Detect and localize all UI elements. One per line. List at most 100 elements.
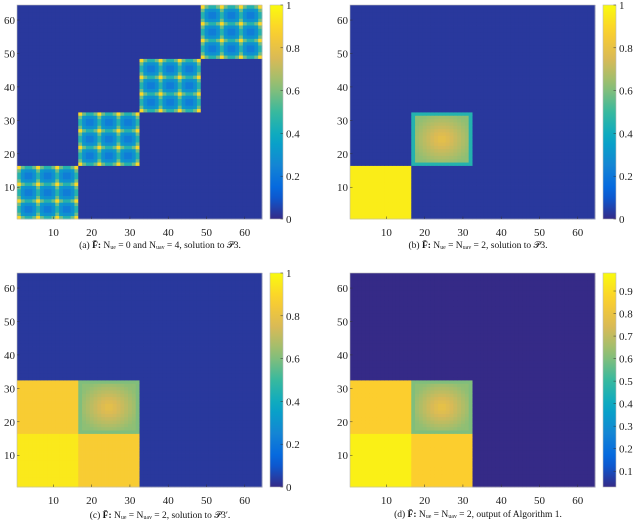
heatmap-cell xyxy=(135,21,140,26)
heatmap-cell xyxy=(499,212,504,217)
heatmap-cell xyxy=(47,132,52,136)
heatmap-cell xyxy=(32,55,37,59)
heatmap-cell xyxy=(193,118,198,123)
heatmap-cell xyxy=(166,75,171,79)
heatmap-cell xyxy=(158,198,163,203)
heatmap-cell xyxy=(193,148,198,153)
heatmap-cell xyxy=(39,31,45,36)
heatmap-cell xyxy=(457,212,462,217)
heatmap-cell xyxy=(208,215,213,220)
heatmap-cell xyxy=(526,192,531,196)
heatmap-cell xyxy=(39,41,45,46)
heatmap-cell xyxy=(66,38,71,43)
heatmap-cell xyxy=(162,178,167,183)
heatmap-cell xyxy=(350,175,355,180)
heatmap-cell xyxy=(250,25,255,29)
heatmap-cell xyxy=(350,172,355,176)
heatmap-cell xyxy=(204,212,209,217)
heatmap-cell xyxy=(131,138,137,143)
heatmap-cell xyxy=(128,112,133,116)
heatmap-cell xyxy=(468,175,473,180)
heatmap-cell xyxy=(208,138,213,143)
heatmap-cell xyxy=(70,88,75,93)
heatmap-cell xyxy=(189,8,194,13)
heatmap-cell xyxy=(170,138,175,143)
heatmap-cell xyxy=(246,5,251,9)
heatmap-cell xyxy=(47,202,52,207)
heatmap-cell xyxy=(85,132,91,136)
heatmap-cell xyxy=(36,58,41,63)
heatmap-cell xyxy=(128,145,133,150)
heatmap-cell xyxy=(158,115,163,120)
heatmap-cell xyxy=(74,125,79,130)
heatmap-cell xyxy=(124,21,129,26)
heatmap-cell xyxy=(246,188,251,193)
heatmap-cell xyxy=(170,85,175,89)
heatmap-cell xyxy=(170,21,175,26)
heatmap-cell xyxy=(20,25,26,29)
heatmap-cell xyxy=(526,188,531,193)
heatmap-cell xyxy=(193,68,198,73)
heatmap-cell xyxy=(196,85,202,89)
heatmap-cell xyxy=(82,172,87,176)
heatmap-cell xyxy=(36,125,41,130)
heatmap-cell xyxy=(388,215,393,220)
heatmap-cell xyxy=(242,148,248,153)
heatmap-cell xyxy=(200,61,205,66)
heatmap-cell xyxy=(101,185,106,190)
heatmap-cell xyxy=(219,122,225,126)
heatmap-cell xyxy=(193,195,198,200)
heatmap-cell xyxy=(170,5,175,9)
heatmap-cell xyxy=(105,188,110,193)
heatmap-cell xyxy=(47,125,52,130)
heatmap-cell xyxy=(430,195,435,200)
heatmap-cell xyxy=(235,58,240,63)
heatmap-cell xyxy=(365,178,370,183)
heatmap-cell xyxy=(384,172,389,176)
heatmap-cell xyxy=(139,198,144,203)
heatmap-cell xyxy=(162,152,167,156)
heatmap-cell xyxy=(216,55,221,59)
heatmap-cell xyxy=(246,11,251,16)
heatmap-cell xyxy=(89,172,94,176)
heatmap-cell xyxy=(85,5,91,9)
heatmap-cell xyxy=(51,95,56,100)
heatmap-cell xyxy=(20,122,26,126)
heatmap-cell xyxy=(219,195,225,200)
heatmap-cell xyxy=(200,162,205,166)
heatmap-cell xyxy=(74,168,79,173)
heatmap-cell xyxy=(59,192,64,196)
heatmap-cell xyxy=(59,205,64,210)
heatmap-cell xyxy=(227,18,232,23)
heatmap-cell xyxy=(36,202,41,207)
heatmap-cell xyxy=(392,185,397,190)
heatmap-cell xyxy=(411,185,416,190)
heatmap-cell xyxy=(74,145,79,150)
heatmap-cell xyxy=(139,178,144,183)
heatmap-cell xyxy=(223,51,228,56)
heatmap-cell xyxy=(572,195,577,200)
heatmap-cell xyxy=(518,208,523,213)
heatmap-cell xyxy=(403,202,408,207)
heatmap-cell xyxy=(231,55,236,59)
heatmap-cell xyxy=(20,5,26,9)
heatmap-cell xyxy=(47,15,52,19)
heatmap-cell xyxy=(36,162,41,166)
heatmap-cell xyxy=(124,85,129,89)
heatmap-cell xyxy=(250,195,255,200)
heatmap-cell xyxy=(24,58,29,63)
heatmap-cell xyxy=(353,185,359,190)
heatmap-cell xyxy=(415,195,420,200)
heatmap-cell xyxy=(74,182,79,186)
heatmap-cell xyxy=(24,38,29,43)
heatmap-cell xyxy=(258,101,263,106)
heatmap-cell xyxy=(579,175,584,180)
heatmap-cell xyxy=(235,75,240,79)
heatmap-cell xyxy=(47,18,52,23)
heatmap-cell xyxy=(147,138,152,143)
heatmap-cell xyxy=(480,175,485,180)
heatmap-cell xyxy=(70,142,75,146)
heatmap-cell xyxy=(97,25,102,29)
heatmap-cell xyxy=(200,122,205,126)
heatmap-cell xyxy=(411,198,416,203)
